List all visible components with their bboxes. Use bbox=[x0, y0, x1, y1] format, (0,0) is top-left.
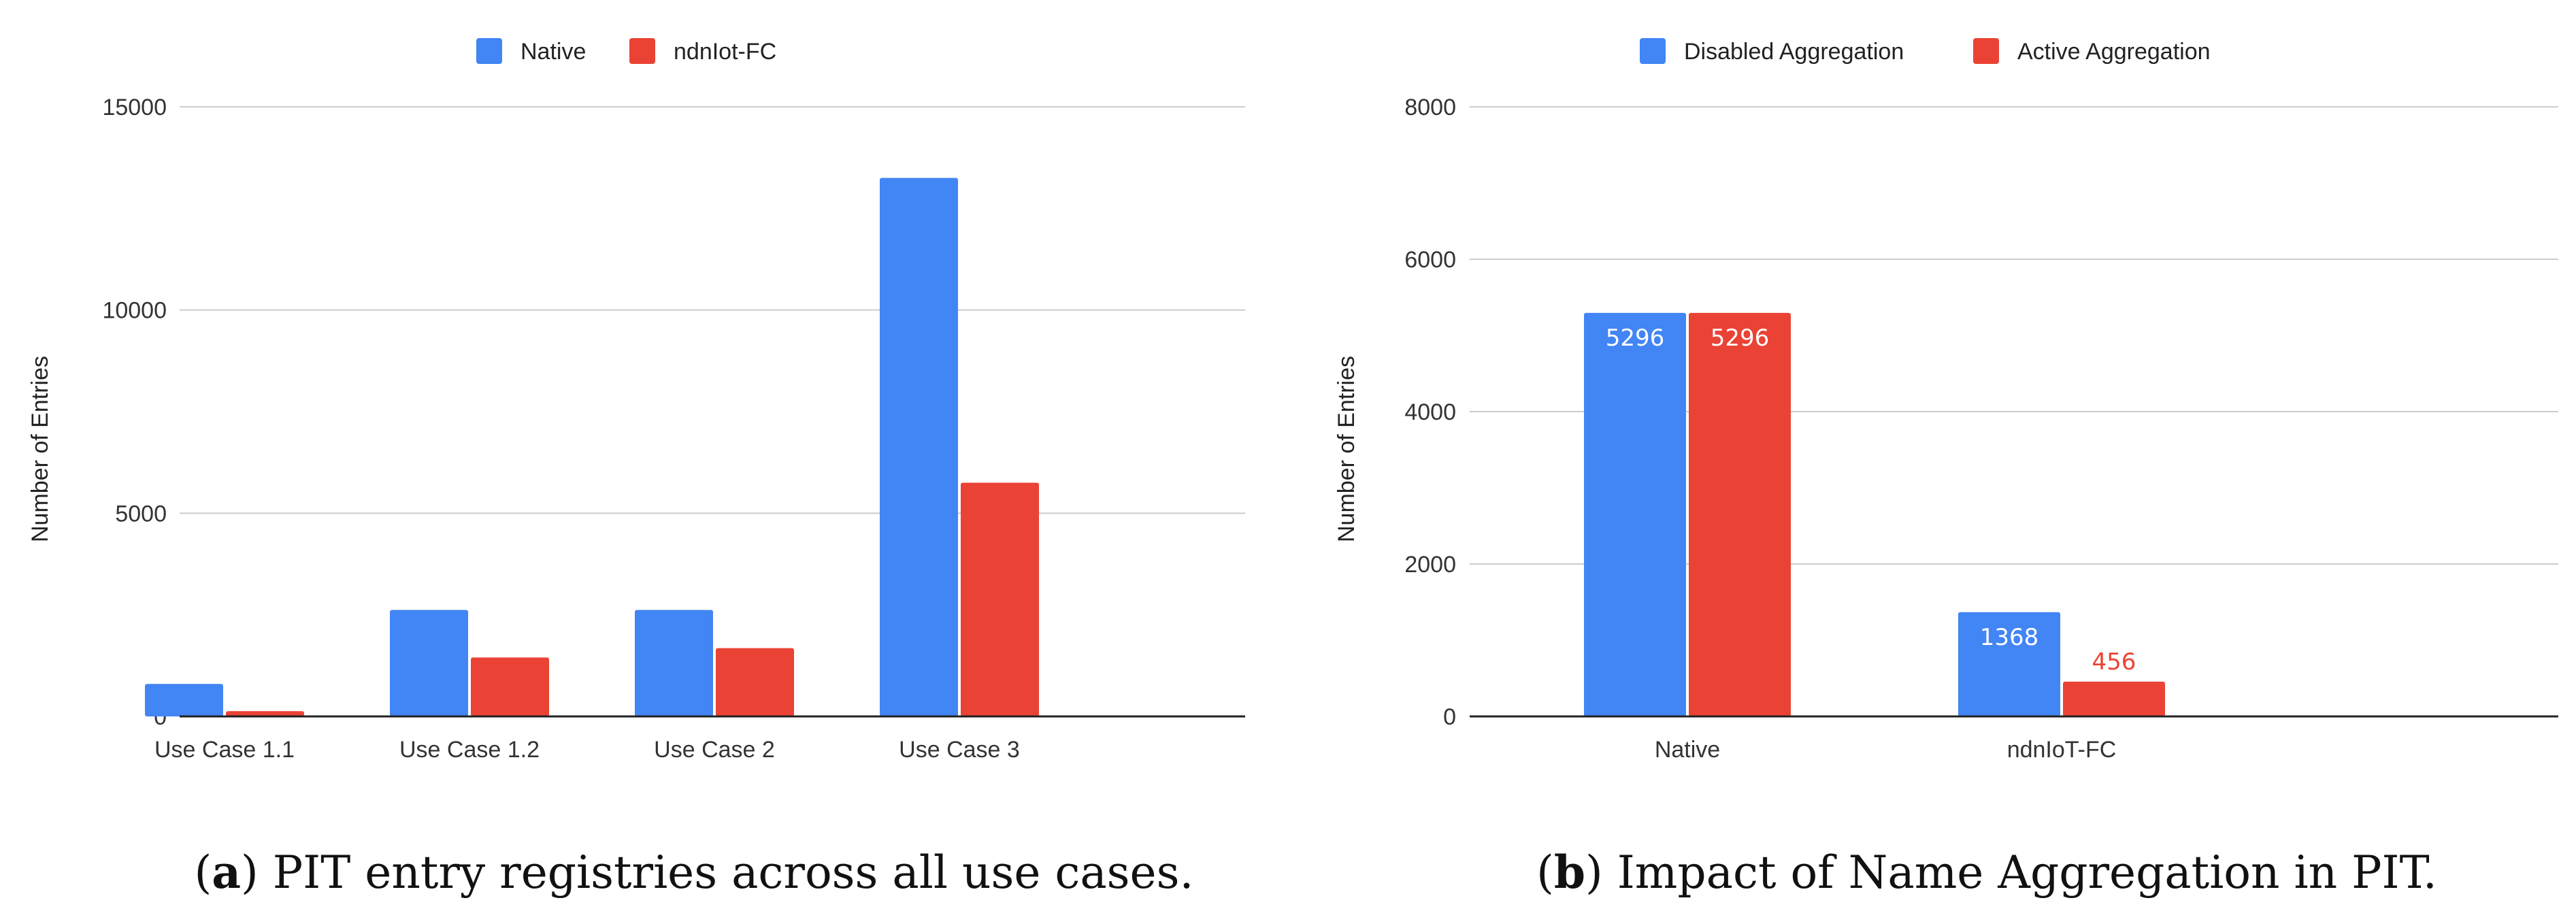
chart-a-legend: Native ndnIot-FC bbox=[476, 38, 776, 65]
chart-b-y-axis-label: Number of Entries bbox=[1334, 356, 1359, 542]
legend-swatch-ndniot-fc bbox=[629, 38, 655, 64]
chart-a-y-tick-15000: 15000 bbox=[102, 95, 167, 120]
chart-a-x-tick-use-case-2: Use Case 2 bbox=[654, 737, 775, 763]
chart-b-y-tick-0: 0 bbox=[1443, 704, 1456, 730]
chart-b-legend: Disabled Aggregation Active Aggregation bbox=[1640, 38, 2211, 65]
bar-a-ndniot-fc-use-case-1-2 bbox=[471, 657, 549, 716]
chart-b-y-ticks: 0 2000 4000 6000 8000 bbox=[1404, 95, 1456, 730]
legend-swatch-disabled-aggregation bbox=[1640, 38, 1666, 64]
chart-a-y-axis-label: Number of Entries bbox=[27, 356, 53, 542]
legend-label-ndniot-fc: ndnIot-FC bbox=[674, 39, 776, 65]
bar-a-ndniot-fc-use-case-3 bbox=[961, 482, 1039, 716]
chart-a-x-ticks: Use Case 1.1 Use Case 1.2 Use Case 2 Use Ca… bbox=[154, 737, 1020, 763]
chart-a-x-tick-use-case-3: Use Case 3 bbox=[899, 737, 1020, 763]
caption-b: (b) Impact of Name Aggregation in PIT. bbox=[1536, 846, 2437, 899]
chart-b-y-tick-4000: 4000 bbox=[1404, 399, 1456, 425]
chart-a-y-tick-5000: 5000 bbox=[115, 501, 167, 527]
bar-a-native-use-case-1-1 bbox=[145, 684, 223, 716]
data-label-b-active-aggregation-ndniot-fc: 456 bbox=[2092, 648, 2136, 676]
bar-b-active-aggregation-native bbox=[1689, 312, 1791, 716]
chart-a-x-tick-use-case-1-2: Use Case 1.2 bbox=[399, 737, 540, 763]
chart-b: 0 2000 4000 6000 8000 5296 5296 1368 456 Native… bbox=[1334, 38, 2558, 899]
chart-b-x-tick-native: Native bbox=[1655, 737, 1720, 763]
legend-swatch-active-aggregation bbox=[1973, 38, 1999, 64]
legend-label-native: Native bbox=[521, 39, 586, 65]
legend-label-active-aggregation: Active Aggregation bbox=[2017, 39, 2211, 65]
chart-a-x-tick-use-case-1-1: Use Case 1.1 bbox=[154, 737, 295, 763]
bar-a-ndniot-fc-use-case-2 bbox=[716, 648, 794, 716]
data-label-b-active-aggregation-native: 5296 bbox=[1711, 325, 1770, 352]
chart-b-bars: 5296 5296 1368 456 bbox=[1584, 312, 2165, 716]
bar-a-native-use-case-1-2 bbox=[390, 610, 468, 716]
data-label-b-disabled-aggregation-ndniot-fc: 1368 bbox=[1980, 624, 2039, 651]
chart-a-bars bbox=[145, 178, 1039, 716]
legend-swatch-native bbox=[476, 38, 502, 64]
bar-a-native-use-case-3 bbox=[880, 178, 958, 716]
bar-b-disabled-aggregation-ndniot-fc bbox=[1958, 612, 2060, 716]
data-label-b-disabled-aggregation-native: 5296 bbox=[1606, 325, 1665, 352]
caption-a: (a) PIT entry registries across all use … bbox=[195, 846, 1194, 899]
chart-b-y-tick-2000: 2000 bbox=[1404, 552, 1456, 578]
chart-a-gridlines bbox=[180, 106, 1245, 514]
bar-a-ndniot-fc-use-case-1-1 bbox=[226, 711, 304, 716]
bar-a-native-use-case-2 bbox=[635, 610, 713, 716]
bar-b-active-aggregation-ndniot-fc bbox=[2063, 681, 2165, 716]
chart-b-y-tick-8000: 8000 bbox=[1404, 95, 1456, 120]
chart-b-y-tick-6000: 6000 bbox=[1404, 247, 1456, 273]
legend-label-disabled-aggregation: Disabled Aggregation bbox=[1684, 39, 1904, 65]
chart-b-x-ticks: Native ndnIoT-FC bbox=[1655, 737, 2117, 763]
bar-b-disabled-aggregation-native bbox=[1584, 312, 1686, 716]
chart-b-x-tick-ndniot-fc: ndnIoT-FC bbox=[2007, 737, 2117, 763]
chart-a-y-tick-10000: 10000 bbox=[102, 298, 167, 324]
